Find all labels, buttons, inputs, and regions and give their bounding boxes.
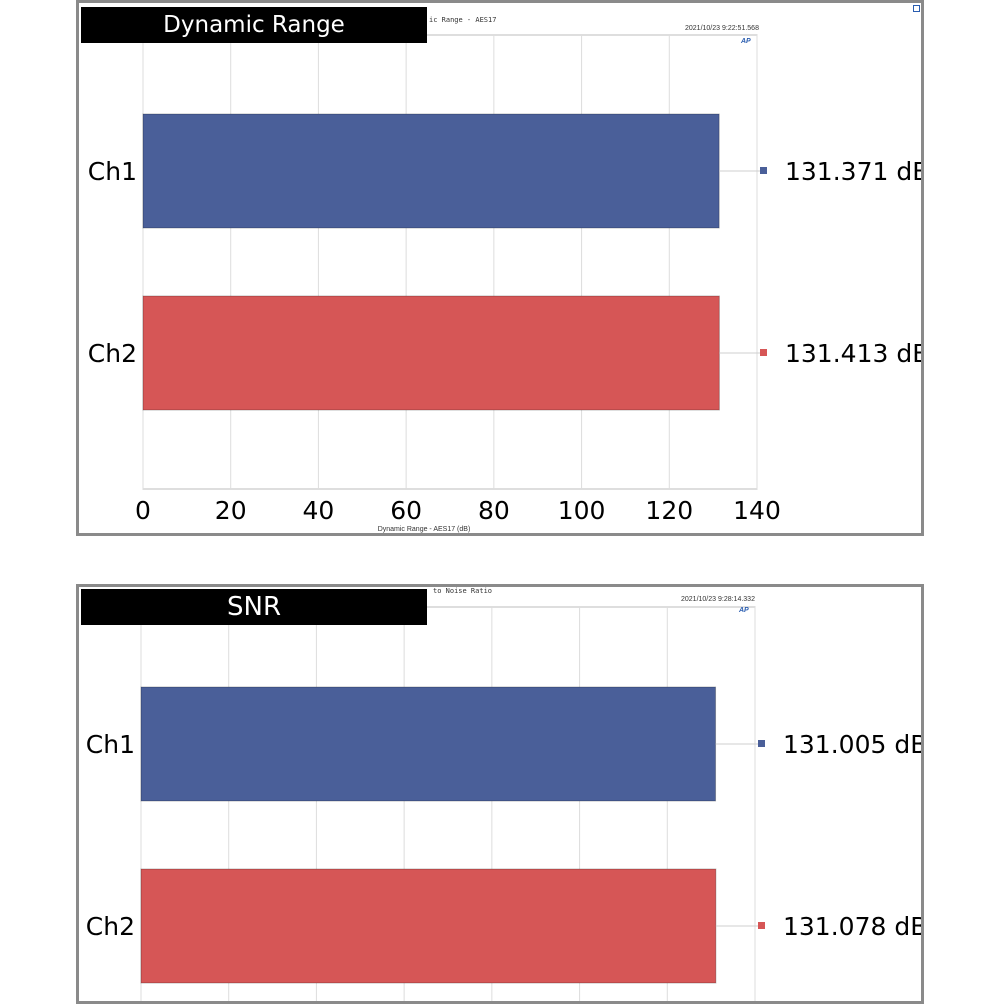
legend-marker [758, 740, 765, 747]
legend-marker [760, 167, 767, 174]
category-label: Ch2 [86, 912, 135, 941]
x-tick-label: 0 [135, 496, 151, 525]
bar-ch1 [140, 686, 717, 802]
category-label: Ch2 [88, 339, 137, 368]
timestamp: 2021/10/23 9:28:14.332 [681, 596, 755, 603]
graph-title: ic Range - AES17 [429, 16, 497, 24]
legend-marker [758, 922, 765, 929]
plot-area [142, 34, 758, 490]
value-label: 131.371 dB [785, 157, 924, 186]
timestamp: 2021/10/23 9:22:51.568 [685, 25, 759, 32]
x-tick-label: 20 [215, 496, 247, 525]
value-label: 131.005 dB [783, 730, 924, 759]
category-label: Ch1 [86, 730, 135, 759]
expand-icon[interactable] [913, 5, 920, 12]
category-label: Ch1 [88, 157, 137, 186]
snr-panel: Ch1 131.005 dB Ch2 131.078 dB SNR to Noise … [76, 584, 924, 1004]
bar-ch2 [142, 295, 720, 411]
legend-marker [760, 349, 767, 356]
bar-ch2 [140, 868, 717, 984]
value-label: 131.413 dB [785, 339, 924, 368]
x-tick-label: 80 [478, 496, 510, 525]
ap-logo: AP [741, 38, 751, 45]
x-tick-label: 40 [303, 496, 335, 525]
panel-label: Dynamic Range [81, 7, 427, 43]
x-tick-label: 60 [390, 496, 422, 525]
dynamic-range-panel: Ch1 131.371 dB Ch2 131.413 dB 0 20 40 60 80 100 12… [76, 0, 924, 536]
dynamic-range-chart: Ch1 131.371 dB Ch2 131.413 dB 0 20 40 60 80 100 12… [88, 34, 924, 533]
snr-chart: Ch1 131.005 dB Ch2 131.078 dB [86, 606, 924, 1001]
x-tick-label: 100 [558, 496, 606, 525]
graph-title: to Noise Ratio [433, 587, 493, 595]
bar-ch1 [142, 113, 720, 229]
ap-logo: AP [739, 607, 749, 614]
x-axis-title: Dynamic Range - AES17 (dB) [378, 526, 471, 533]
x-tick-label: 120 [645, 496, 693, 525]
panel-label: SNR [81, 589, 427, 625]
value-label: 131.078 dB [783, 912, 924, 941]
x-tick-label: 140 [733, 496, 781, 525]
